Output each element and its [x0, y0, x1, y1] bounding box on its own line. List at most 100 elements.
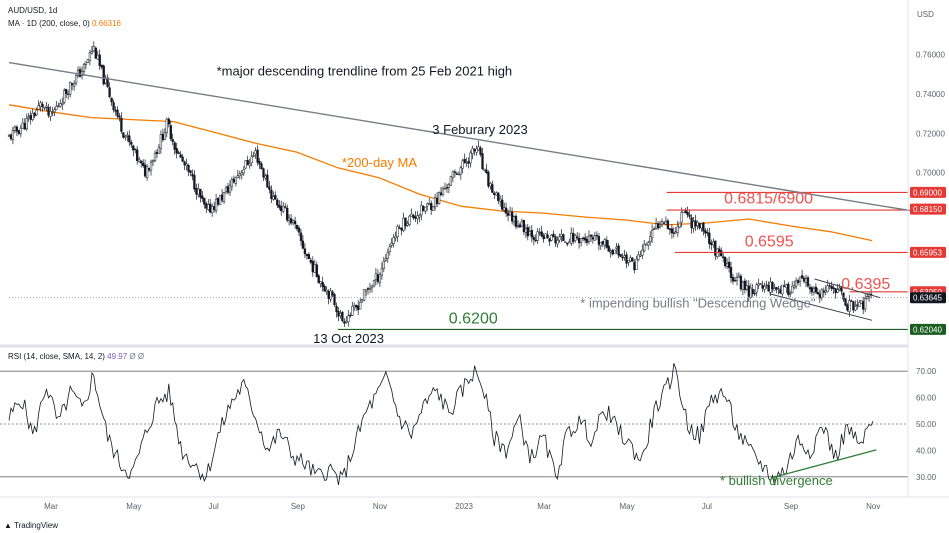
candle-body	[751, 289, 754, 294]
price-tick-label: 0.76000	[916, 51, 945, 60]
candle-body	[175, 148, 178, 154]
candle-body	[771, 282, 774, 290]
wedge-upper-line[interactable]	[814, 278, 881, 299]
symbol-title[interactable]: AUD/USD, 1d	[8, 6, 57, 15]
candle-body	[430, 202, 433, 211]
tradingview-brand[interactable]: ▲ TradingView	[4, 521, 58, 530]
candle-body	[455, 173, 458, 175]
candle-body	[503, 207, 506, 211]
candle-body	[595, 234, 599, 237]
candle-body	[74, 75, 78, 84]
annotation-3: 0.6815/6900	[724, 191, 813, 208]
candle-body	[536, 231, 539, 241]
candle-body	[313, 264, 316, 273]
candle-body	[447, 184, 451, 188]
candle-body	[743, 280, 747, 290]
candle-body	[171, 139, 174, 142]
rsi-tick-label: 30.00	[916, 473, 937, 482]
candle-body	[224, 187, 228, 192]
candle-body	[248, 163, 251, 166]
candle-body	[856, 304, 859, 306]
candle-body	[453, 171, 457, 173]
candle-body	[124, 136, 127, 138]
candle-body	[680, 212, 683, 223]
candle-body	[307, 254, 311, 259]
candle-body	[830, 285, 833, 289]
candle-body	[108, 87, 111, 97]
rsi-layer: * bullish divergence	[0, 363, 908, 488]
candle-body	[226, 186, 230, 193]
ma-legend[interactable]: MA · 1D (200, close, 0) 0.66316	[8, 19, 121, 28]
candle-body	[268, 186, 271, 190]
candle-body	[67, 93, 70, 96]
price-tick-label: 0.74000	[916, 90, 945, 99]
candle-body	[467, 161, 470, 164]
candle-body	[112, 102, 115, 110]
candle-body	[220, 194, 224, 201]
candle-body	[84, 61, 88, 65]
candle-body	[629, 257, 632, 262]
candle-body	[47, 106, 50, 116]
candle-body	[400, 227, 403, 231]
candle-body	[554, 236, 557, 244]
rsi-legend-label: RSI (14, close, SMA, 14, 2)	[8, 352, 105, 361]
candle-body	[708, 232, 711, 244]
time-tick-label: Mar	[537, 502, 551, 511]
candle-body	[246, 160, 249, 165]
candle-body	[497, 192, 500, 201]
candle-body	[264, 175, 267, 179]
major-trendline[interactable]	[8, 61, 914, 212]
candle-body	[658, 224, 662, 227]
candle-body	[518, 224, 522, 228]
candle-body	[688, 214, 691, 217]
candle-body	[86, 59, 90, 63]
annotation-1: 3 Feburary 2023	[432, 122, 527, 137]
rsi-legend[interactable]: RSI (14, close, SMA, 14, 2) 49.97 Ø Ø	[8, 352, 144, 361]
candle-body	[106, 77, 109, 87]
candle-body	[481, 153, 484, 170]
candle-body	[258, 161, 261, 165]
candle-body	[39, 102, 42, 107]
candle-body	[627, 260, 630, 263]
candle-body	[422, 206, 425, 212]
candle-body	[731, 277, 735, 282]
candle-body	[412, 215, 415, 219]
candle-body	[621, 257, 624, 259]
candle-body	[800, 275, 804, 279]
candle-body	[433, 197, 437, 208]
candle-body	[499, 198, 502, 202]
candle-body	[138, 159, 141, 162]
candle-body	[662, 222, 666, 224]
time-tick-label: Sep	[784, 502, 799, 511]
candle-body	[842, 292, 845, 300]
candle-body	[546, 234, 549, 238]
candle-body	[735, 277, 739, 281]
candle-body	[562, 234, 565, 242]
candle-body	[27, 116, 30, 119]
candle-body	[625, 254, 628, 264]
candle-body	[161, 133, 165, 141]
candle-body	[414, 216, 417, 219]
candle-body	[568, 241, 571, 244]
candle-body	[394, 235, 397, 239]
candle-body	[410, 213, 413, 217]
candle-body	[209, 203, 212, 213]
wedge-lower-line[interactable]	[769, 293, 873, 321]
candle-body	[820, 289, 823, 298]
candle-body	[690, 217, 693, 229]
candle-body	[140, 160, 143, 164]
candle-body	[552, 233, 555, 238]
candle-body	[193, 175, 196, 190]
candle-body	[686, 211, 689, 216]
candle-body	[266, 174, 269, 188]
candle-body	[765, 284, 768, 286]
candle-body	[449, 176, 453, 186]
candle-body	[516, 225, 520, 228]
divergence-line[interactable]	[771, 449, 877, 479]
candle-body	[76, 70, 80, 76]
candle-body	[710, 242, 713, 245]
levels-layer	[9, 191, 908, 330]
candle-body	[230, 179, 234, 187]
candle-body	[597, 235, 601, 245]
candle-body	[664, 221, 668, 225]
